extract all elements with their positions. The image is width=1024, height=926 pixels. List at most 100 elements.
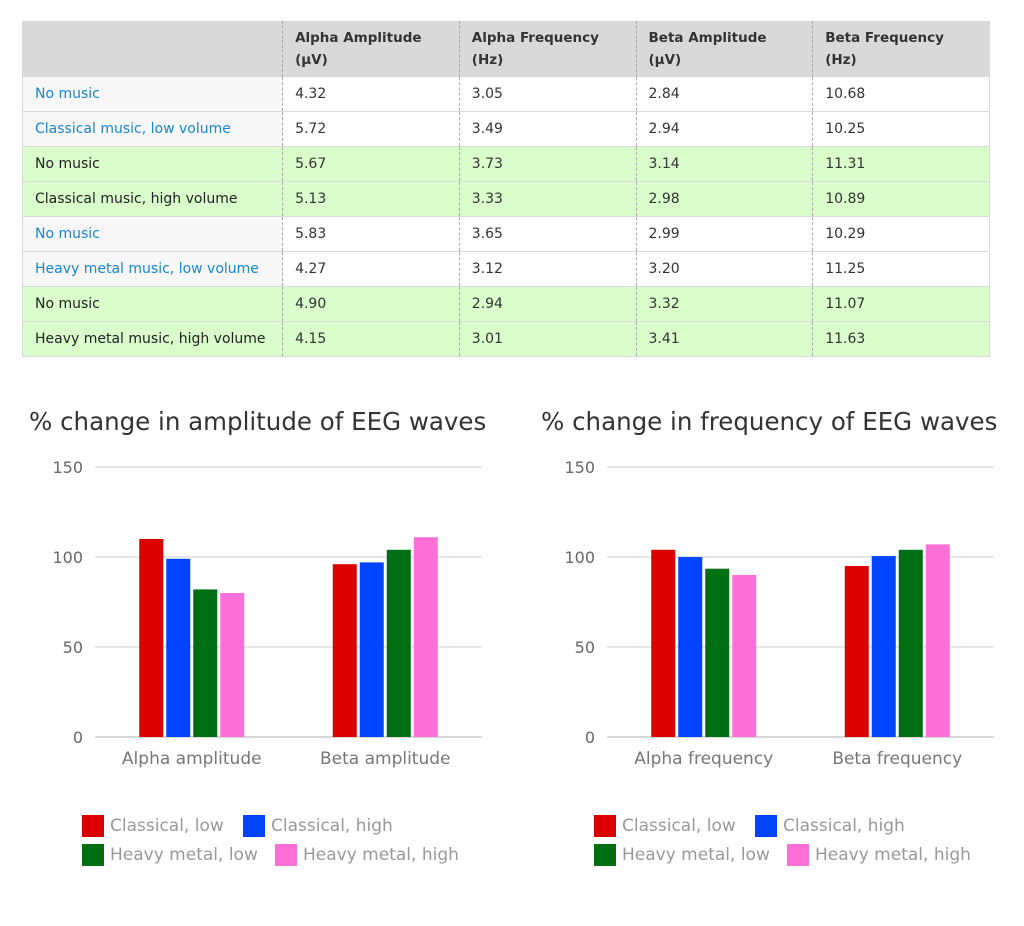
legend-label: Classical, high <box>271 816 393 836</box>
alpha-frequency-cell: 3.49 <box>458 111 636 147</box>
amplitude-chart-plot: 0 50 100 150 Alpha amplitude Beta amplitude <box>52 458 482 769</box>
header-alpha-frequency: Alpha Frequency (Hz) <box>458 21 636 77</box>
condition-cell[interactable]: Classical music, low volume <box>22 111 283 147</box>
alpha-amplitude-cell: 4.15 <box>282 321 460 357</box>
beta-amplitude-cell: 3.41 <box>635 321 813 357</box>
alpha-frequency-cell: 3.73 <box>458 146 636 182</box>
beta-amplitude-cell: 3.14 <box>635 146 813 182</box>
table-row: Classical music, high volume 5.13 3.33 2… <box>22 181 990 217</box>
frequency-chart: % change in frequency of EEG waves 0 50 10… <box>532 395 1002 915</box>
legend-label: Heavy metal, low <box>110 845 258 865</box>
bar <box>705 568 730 737</box>
bar <box>220 593 245 737</box>
bar <box>678 557 703 737</box>
bar <box>386 549 411 737</box>
beta-frequency-cell: 10.68 <box>812 77 990 112</box>
bar <box>844 566 869 737</box>
legend-label: Classical, high <box>783 816 905 836</box>
beta-amplitude-cell: 2.99 <box>635 216 813 252</box>
legend-swatch <box>275 844 297 866</box>
beta-frequency-cell: 10.29 <box>812 216 990 252</box>
legend-item: Classical, low <box>594 815 736 837</box>
x-category-label: Alpha frequency <box>634 749 773 769</box>
alpha-frequency-cell: 3.33 <box>458 181 636 217</box>
condition-cell: No music <box>22 286 283 322</box>
condition-cell: Classical music, high volume <box>22 181 283 217</box>
x-category-label: Alpha amplitude <box>122 749 262 769</box>
y-tick-label: 100 <box>52 548 83 567</box>
beta-frequency-cell: 11.25 <box>812 251 990 287</box>
legend-swatch <box>82 815 104 837</box>
bar <box>193 589 218 737</box>
y-tick-label: 100 <box>564 548 595 567</box>
legend-swatch <box>243 815 265 837</box>
beta-amplitude-cell: 2.98 <box>635 181 813 217</box>
header-beta-amplitude: Beta Amplitude (µV) <box>635 21 813 77</box>
legend-swatch <box>755 815 777 837</box>
beta-frequency-cell: 10.25 <box>812 111 990 147</box>
header-beta-frequency: Beta Frequency (Hz) <box>812 21 990 77</box>
bar <box>166 558 191 737</box>
alpha-amplitude-cell: 4.90 <box>282 286 460 322</box>
alpha-frequency-cell: 3.05 <box>458 77 636 112</box>
y-tick-label: 0 <box>585 728 595 747</box>
bar <box>898 549 923 737</box>
legend-item: Heavy metal, low <box>82 844 258 866</box>
legend-item: Heavy metal, low <box>594 844 770 866</box>
x-category-label: Beta amplitude <box>320 749 451 769</box>
table-row: No music 5.83 3.65 2.99 10.29 <box>22 216 990 252</box>
alpha-frequency-cell: 3.01 <box>458 321 636 357</box>
bar <box>332 564 357 737</box>
alpha-amplitude-cell: 4.27 <box>282 251 460 287</box>
legend-swatch <box>594 844 616 866</box>
legend-label: Heavy metal, low <box>622 845 770 865</box>
eeg-results-table: Alpha Amplitude (µV) Alpha Frequency (Hz) … <box>22 21 990 357</box>
beta-frequency-cell: 10.89 <box>812 181 990 217</box>
alpha-frequency-cell: 2.94 <box>458 286 636 322</box>
alpha-amplitude-cell: 4.32 <box>282 77 460 112</box>
beta-amplitude-cell: 2.84 <box>635 77 813 112</box>
table-row: No music 4.32 3.05 2.84 10.68 <box>22 77 990 112</box>
alpha-amplitude-cell: 5.83 <box>282 216 460 252</box>
legend-swatch <box>787 844 809 866</box>
table-row: Heavy metal music, low volume 4.27 3.12 … <box>22 251 990 287</box>
beta-amplitude-cell: 3.20 <box>635 251 813 287</box>
bar <box>359 562 384 737</box>
table-row: No music 5.67 3.73 3.14 11.31 <box>22 146 990 182</box>
legend-label: Classical, low <box>110 816 224 836</box>
y-tick-label: 0 <box>73 728 83 747</box>
bar <box>139 539 164 737</box>
condition-cell[interactable]: No music <box>22 216 283 252</box>
alpha-amplitude-cell: 5.13 <box>282 181 460 217</box>
legend-swatch <box>594 815 616 837</box>
beta-frequency-cell: 11.63 <box>812 321 990 357</box>
table-row: Heavy metal music, high volume 4.15 3.01… <box>22 321 990 357</box>
legend-label: Heavy metal, high <box>303 845 459 865</box>
bar <box>732 575 757 737</box>
chart-title: % change in frequency of EEG waves <box>541 407 998 436</box>
x-category-label: Beta frequency <box>832 749 962 769</box>
header-condition <box>22 21 283 77</box>
beta-amplitude-cell: 2.94 <box>635 111 813 147</box>
bar <box>871 556 896 737</box>
legend-item: Heavy metal, high <box>787 844 971 866</box>
alpha-amplitude-cell: 5.67 <box>282 146 460 182</box>
beta-frequency-cell: 11.07 <box>812 286 990 322</box>
table-row: No music 4.90 2.94 3.32 11.07 <box>22 286 990 322</box>
legend-item: Classical, low <box>82 815 224 837</box>
condition-cell[interactable]: No music <box>22 77 283 112</box>
table-header-row: Alpha Amplitude (µV) Alpha Frequency (Hz) … <box>22 21 990 77</box>
y-tick-label: 50 <box>63 638 83 657</box>
header-alpha-amplitude: Alpha Amplitude (µV) <box>282 21 460 77</box>
condition-cell[interactable]: Heavy metal music, low volume <box>22 251 283 287</box>
y-tick-label: 150 <box>52 458 83 477</box>
legend-swatch <box>82 844 104 866</box>
beta-amplitude-cell: 3.32 <box>635 286 813 322</box>
amplitude-chart: % change in amplitude of EEG waves 0 50 10… <box>20 395 490 915</box>
alpha-amplitude-cell: 5.72 <box>282 111 460 147</box>
bar <box>651 549 676 737</box>
bar <box>413 537 438 737</box>
y-tick-label: 150 <box>564 458 595 477</box>
bar <box>925 544 950 737</box>
legend-item: Heavy metal, high <box>275 844 459 866</box>
